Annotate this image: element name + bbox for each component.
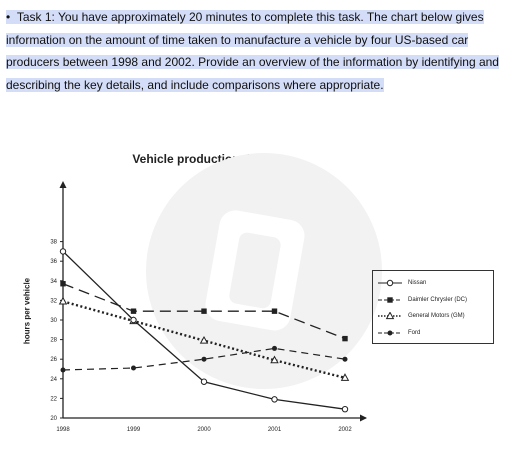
y-tick-label: 26: [50, 357, 57, 363]
y-axis-arrow: [59, 181, 67, 188]
data-point: [342, 356, 348, 362]
data-point: [130, 316, 137, 324]
y-tick-label: 20: [50, 416, 57, 422]
x-tick-label: 2001: [268, 427, 282, 433]
watermark-logo: [146, 153, 382, 389]
data-point: [340, 373, 350, 381]
chart-legend: Nissan Daimler Chrysler (DC) General Motor…: [372, 270, 494, 344]
data-point: [58, 296, 68, 305]
x-tick-label: 2002: [338, 427, 352, 433]
data-point: [272, 345, 277, 351]
data-point: [60, 367, 66, 373]
legend-swatch-marker: [385, 312, 395, 320]
legend-label: Daimler Chrysler (DC): [408, 296, 468, 303]
y-tick-label: 22: [50, 396, 57, 402]
y-axis-label: hours per vehicle: [22, 277, 32, 345]
legend-item: Ford: [377, 325, 489, 342]
x-tick-label: 2000: [197, 427, 211, 433]
y-tick-label: 34: [50, 279, 57, 285]
y-tick-label: 30: [50, 318, 57, 324]
y-tick-label: 38: [50, 240, 57, 246]
data-point: [59, 248, 67, 255]
legend-item: Nissan: [377, 275, 489, 292]
x-tick-label: 1999: [127, 427, 141, 433]
y-ticks: 20 22 24 26 28 30 32 34 36 38: [50, 240, 63, 422]
task-prompt: • Task 1: You have approximately 20 minu…: [6, 6, 508, 96]
legend-swatch: [378, 297, 402, 303]
data-point: [200, 378, 208, 385]
x-ticks: 1998 1999 2000 2001 2002: [56, 427, 352, 433]
legend-item: Daimler Chrysler (DC): [377, 292, 489, 309]
data-point: [201, 356, 207, 362]
legend-swatch: [378, 312, 402, 320]
legend-swatch: [378, 280, 402, 287]
data-point: [199, 335, 209, 344]
data-point: [131, 365, 136, 371]
data-point: [271, 308, 278, 314]
series-daimler-chrysler-dc: [60, 281, 348, 342]
x-axis-arrow: [360, 414, 367, 422]
data-point: [341, 405, 349, 413]
series-line: [62, 300, 346, 379]
data-point: [271, 396, 278, 403]
x-tick-label: 1998: [56, 427, 70, 433]
legend-swatch: [378, 330, 402, 336]
series-nissan: [59, 248, 349, 413]
data-point: [270, 355, 279, 364]
data-point: [201, 308, 207, 314]
y-tick-label: 32: [50, 298, 57, 304]
legend-label: Nissan: [408, 280, 427, 287]
y-tick-label: 28: [50, 338, 57, 344]
task-bullet: •: [6, 10, 11, 24]
data-point: [60, 281, 66, 287]
y-tick-label: 36: [50, 259, 57, 265]
series-ford: [60, 345, 348, 373]
legend-label: General Motors (GM): [408, 313, 465, 320]
series-layer: [58, 248, 350, 413]
legend-swatch-marker: [386, 280, 394, 287]
data-point: [130, 308, 137, 314]
y-tick-label: 24: [50, 377, 57, 383]
legend-label: Ford: [408, 329, 421, 336]
legend-item: General Motors (GM): [377, 308, 489, 325]
legend-swatch-marker: [387, 330, 393, 336]
task-text: Task 1: You have approximately 20 minute…: [6, 10, 499, 92]
legend-swatch-marker: [387, 297, 393, 303]
data-point: [342, 335, 348, 342]
